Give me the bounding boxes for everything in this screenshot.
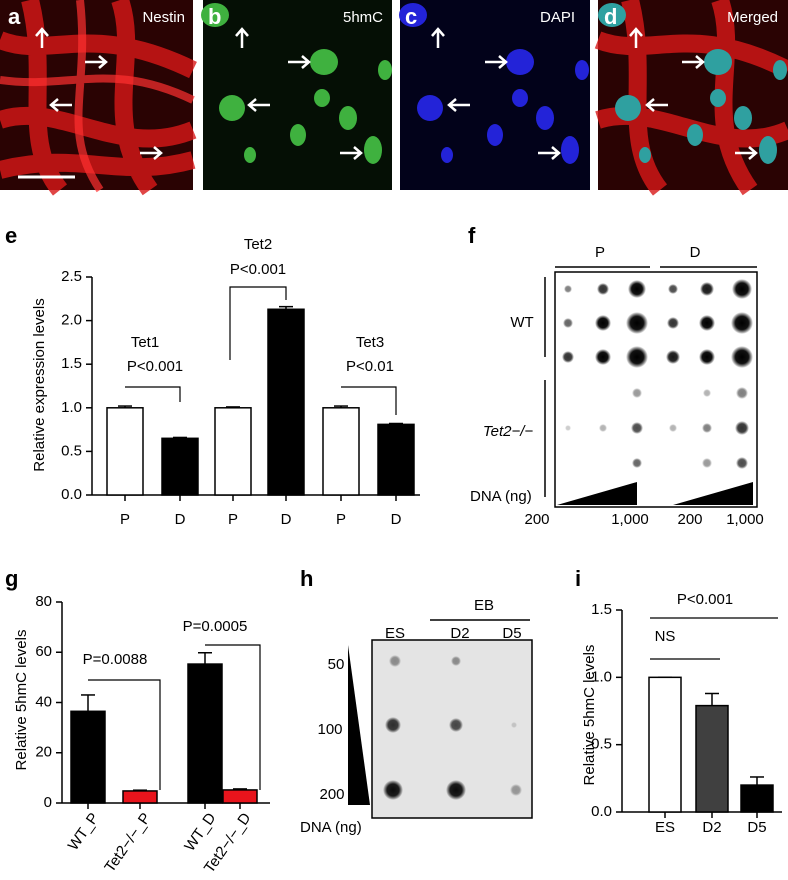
column-label: D5 xyxy=(502,625,521,642)
x-tick-label: D5 xyxy=(747,819,766,836)
image-c xyxy=(399,0,590,190)
y-tick-label: 1.5 xyxy=(61,355,82,372)
row-label: WT xyxy=(510,314,533,331)
bar xyxy=(740,784,774,813)
x-tick-label: WT_P xyxy=(65,810,103,854)
x-tick-label: ES xyxy=(655,819,675,836)
annotation: P<0.001 xyxy=(677,591,733,608)
x-tick-label: P xyxy=(228,511,238,528)
axis-label: DNA (ng) xyxy=(470,488,532,505)
image-label: 5hmC xyxy=(343,9,383,26)
annotation: P=0.0005 xyxy=(183,618,248,635)
bar xyxy=(70,710,106,804)
brackets xyxy=(88,286,778,790)
panel-letter: f xyxy=(468,223,476,248)
y-tick-label: 2.0 xyxy=(61,312,82,329)
image-b xyxy=(201,0,392,190)
x-tick-label: D2 xyxy=(702,819,721,836)
x-tick-label: D xyxy=(281,511,292,528)
y-tick-label: 0 xyxy=(44,794,52,811)
x-tick-label: D xyxy=(391,511,402,528)
group-label: D xyxy=(690,244,701,261)
annotation: P<0.01 xyxy=(346,358,394,375)
y-axis-label: Relative expression levels xyxy=(31,298,48,471)
y-axis-label: Relative 5hmC levels xyxy=(13,630,30,771)
y-tick-label: 0.5 xyxy=(61,442,82,459)
y-tick-label: 60 xyxy=(35,643,52,660)
panel-letter: b xyxy=(208,4,221,29)
annotation: Tet1 xyxy=(131,334,159,351)
y-tick-label: 0.0 xyxy=(61,486,82,503)
panel-letter: i xyxy=(575,566,581,591)
panel-letter: h xyxy=(300,566,313,591)
y-tick-label: 0.0 xyxy=(591,803,612,820)
bar xyxy=(648,676,682,813)
panel-letter: a xyxy=(8,4,21,29)
panel-letter: e xyxy=(5,223,17,248)
blot-dots xyxy=(562,279,753,469)
y-axis-label: Relative 5hmC levels xyxy=(581,645,598,786)
image-label: DAPI xyxy=(540,9,575,26)
y-tick-label: 20 xyxy=(35,744,52,761)
arrows xyxy=(35,27,758,160)
bar xyxy=(377,423,415,496)
blot-dots xyxy=(383,655,522,800)
y-tick-label: 1.0 xyxy=(61,399,82,416)
bar xyxy=(267,308,305,496)
bar xyxy=(161,437,199,496)
panel-letter: g xyxy=(5,566,18,591)
y-tick-label: 1.5 xyxy=(591,601,612,618)
wedge xyxy=(557,482,637,505)
x-tick-label: P xyxy=(120,511,130,528)
annotation: P=0.0088 xyxy=(83,651,148,668)
row-label: 100 xyxy=(317,721,342,738)
y-tick-label: 0.5 xyxy=(591,736,612,753)
image-a xyxy=(0,0,197,196)
x-tick-label: P xyxy=(336,511,346,528)
annotation: P<0.001 xyxy=(127,358,183,375)
annotation: NS xyxy=(655,628,676,645)
wedge xyxy=(673,482,753,505)
y-tick-label: 80 xyxy=(35,593,52,610)
row-label: 200 xyxy=(319,786,344,803)
bar xyxy=(122,790,158,804)
column-label: ES xyxy=(385,625,405,642)
bar xyxy=(222,789,258,804)
annotation: P<0.001 xyxy=(230,261,286,278)
image-label: Nestin xyxy=(142,9,185,26)
group-label: EB xyxy=(474,597,494,614)
tick-label: 200 xyxy=(677,511,702,528)
tick-label: 200 xyxy=(524,511,549,528)
panel-letter: c xyxy=(405,4,417,29)
bar xyxy=(695,704,729,813)
bar xyxy=(106,407,144,496)
y-tick-label: 2.5 xyxy=(61,268,82,285)
row-label: Tet2−/− xyxy=(483,423,534,440)
bar xyxy=(322,407,360,496)
panel-letter: d xyxy=(604,4,617,29)
image-label: Merged xyxy=(727,9,778,26)
bar xyxy=(187,663,223,804)
wedge xyxy=(348,645,370,805)
y-tick-label: 40 xyxy=(35,693,52,710)
annotation: Tet3 xyxy=(356,334,384,351)
axis-label: DNA (ng) xyxy=(300,819,362,836)
y-tick-label: 1.0 xyxy=(591,668,612,685)
column-label: D2 xyxy=(450,625,469,642)
bar xyxy=(214,407,252,496)
x-tick-label: Tet2−/−_P xyxy=(101,810,154,876)
image-d xyxy=(594,0,788,196)
group-label: P xyxy=(595,244,605,261)
annotation: Tet2 xyxy=(244,236,272,253)
x-tick-label: D xyxy=(175,511,186,528)
tick-label: 1,000 xyxy=(611,511,649,528)
row-label: 50 xyxy=(328,656,345,673)
tick-label: 1,000 xyxy=(726,511,764,528)
blot xyxy=(554,271,758,508)
